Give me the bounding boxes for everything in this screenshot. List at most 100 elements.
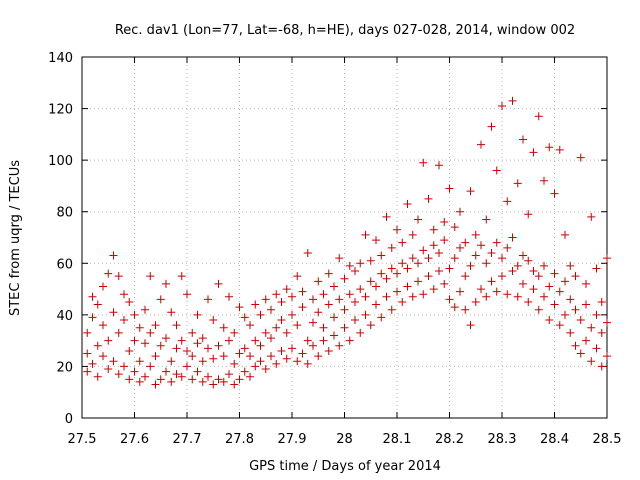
y-tick-label: 80 xyxy=(56,206,73,221)
data-point xyxy=(120,290,128,299)
data-point xyxy=(183,362,191,371)
data-point xyxy=(135,377,144,386)
data-point xyxy=(314,277,323,286)
data-point xyxy=(256,357,265,366)
data-point xyxy=(366,321,375,330)
data-point xyxy=(498,254,506,263)
data-point xyxy=(288,310,296,319)
data-point xyxy=(345,261,354,270)
y-tick-label: 20 xyxy=(56,360,73,375)
data-point xyxy=(372,236,380,245)
x-tick-label: 27.7 xyxy=(173,432,202,447)
data-point xyxy=(209,380,218,389)
data-point xyxy=(309,341,317,350)
data-point xyxy=(135,323,144,332)
data-point xyxy=(83,349,92,358)
data-point xyxy=(198,377,207,386)
data-point xyxy=(204,372,212,381)
data-point xyxy=(309,295,317,304)
data-point xyxy=(534,272,543,281)
data-point xyxy=(146,328,155,337)
data-point xyxy=(251,300,260,309)
data-point xyxy=(592,310,601,319)
data-point xyxy=(177,272,186,281)
data-point xyxy=(398,238,407,247)
data-point xyxy=(298,287,307,296)
data-point xyxy=(177,336,186,345)
data-point xyxy=(503,243,512,252)
data-point xyxy=(513,179,522,188)
data-point xyxy=(225,292,233,301)
data-point xyxy=(445,184,454,193)
data-point xyxy=(461,305,470,314)
data-point xyxy=(219,377,228,386)
data-point xyxy=(261,328,270,337)
data-point xyxy=(361,292,370,301)
y-tick-label: 140 xyxy=(48,51,73,66)
data-point xyxy=(450,254,459,263)
data-point xyxy=(440,236,449,245)
data-point xyxy=(235,303,244,312)
data-points xyxy=(83,96,611,389)
data-point xyxy=(456,287,464,296)
data-point xyxy=(83,328,92,337)
data-point xyxy=(204,295,212,304)
data-point xyxy=(330,282,338,291)
data-point xyxy=(151,352,160,361)
data-point xyxy=(561,277,569,286)
data-point xyxy=(582,300,590,309)
data-point xyxy=(587,357,596,366)
data-point xyxy=(482,292,491,301)
data-point xyxy=(503,290,512,299)
data-point xyxy=(109,308,118,317)
data-point xyxy=(135,357,144,366)
data-point xyxy=(377,269,386,278)
data-point xyxy=(550,269,559,278)
data-point xyxy=(524,210,533,219)
data-point xyxy=(298,349,307,358)
data-point xyxy=(482,259,491,268)
data-point xyxy=(408,254,417,263)
data-point xyxy=(319,290,328,299)
data-point xyxy=(440,218,449,227)
data-point xyxy=(356,285,365,294)
data-point xyxy=(414,215,422,224)
data-point xyxy=(141,372,149,381)
data-point xyxy=(408,292,417,301)
data-point xyxy=(282,285,291,294)
data-point xyxy=(88,359,97,368)
data-point xyxy=(534,305,543,314)
y-tick-label: 40 xyxy=(56,309,73,324)
data-point xyxy=(387,243,396,252)
data-point xyxy=(424,272,433,281)
data-point xyxy=(419,246,428,255)
data-point xyxy=(214,279,223,288)
data-point xyxy=(246,352,254,361)
data-point xyxy=(366,256,375,265)
data-point xyxy=(529,285,538,294)
data-point xyxy=(246,321,254,330)
data-point xyxy=(324,300,333,309)
data-point xyxy=(545,282,554,291)
data-point xyxy=(130,310,139,319)
data-point xyxy=(340,274,349,283)
x-tick-label: 28.4 xyxy=(540,432,569,447)
data-point xyxy=(587,212,596,221)
data-point xyxy=(529,267,538,276)
data-point xyxy=(214,341,223,350)
data-point xyxy=(576,349,585,358)
data-point xyxy=(403,264,412,273)
data-point xyxy=(288,292,296,301)
data-point xyxy=(361,310,370,319)
data-point xyxy=(125,375,134,384)
data-point xyxy=(466,321,475,330)
data-point xyxy=(198,357,207,366)
data-point xyxy=(219,352,228,361)
data-point xyxy=(450,223,459,232)
data-point xyxy=(246,372,254,381)
data-point xyxy=(162,367,170,376)
data-point xyxy=(351,316,359,325)
data-point xyxy=(93,300,102,309)
grid xyxy=(82,57,607,418)
